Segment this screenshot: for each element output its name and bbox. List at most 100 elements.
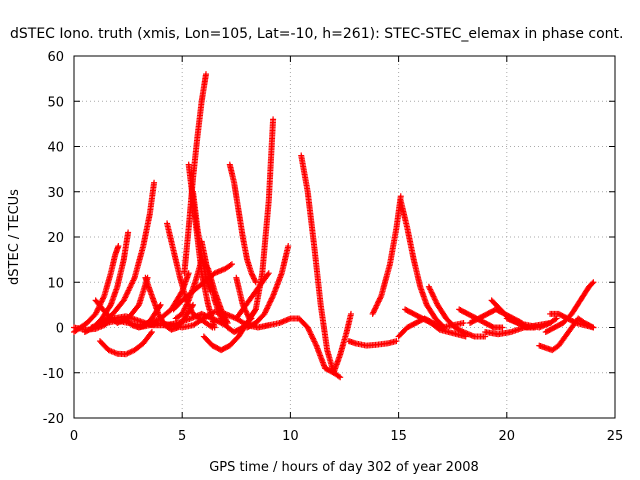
data-point: [270, 116, 277, 123]
data-point: [251, 307, 258, 314]
data-point: [264, 305, 271, 312]
data-point: [429, 292, 436, 299]
series-10: [164, 220, 216, 331]
data-point: [264, 303, 271, 310]
series-18: [226, 161, 259, 286]
series-22: [254, 310, 354, 376]
data-point: [374, 299, 381, 306]
data-point: [309, 334, 316, 341]
data-point: [426, 285, 433, 292]
data-point: [553, 315, 560, 322]
data-point: [262, 308, 269, 315]
data-point: [188, 306, 195, 313]
series-37: [547, 310, 597, 331]
data-point: [285, 243, 292, 250]
data-point: [261, 310, 268, 317]
grid-lines: [74, 56, 615, 418]
data-point: [306, 327, 313, 334]
data-point: [227, 262, 234, 269]
series-2: [88, 179, 158, 331]
data-point: [93, 309, 100, 316]
data-point: [268, 295, 275, 302]
data-point: [268, 297, 275, 304]
data-point: [100, 294, 107, 301]
data-point: [370, 309, 377, 316]
data-point: [372, 303, 379, 310]
y-tick-label: 60: [47, 50, 64, 65]
series-25: [369, 193, 404, 317]
data-point: [115, 243, 122, 250]
series-24: [345, 338, 400, 349]
y-tick-label: -20: [43, 412, 64, 427]
data-point: [306, 328, 313, 335]
data-point: [335, 373, 342, 380]
series-29: [425, 283, 489, 340]
data-point: [425, 283, 432, 290]
data-point: [432, 297, 439, 304]
x-axis-ticks: 0 5 10 15 20 25: [70, 56, 623, 444]
data-point: [265, 302, 272, 309]
data-point: [427, 286, 434, 293]
series-23: [298, 152, 344, 381]
data-point: [94, 306, 101, 313]
x-tick-label: 5: [178, 429, 186, 444]
data-point: [266, 299, 273, 306]
series-21: [244, 243, 292, 331]
y-tick-label: 40: [47, 141, 64, 156]
series-17: [170, 261, 235, 313]
data-point: [571, 319, 578, 326]
data-point: [431, 296, 438, 303]
data-point: [266, 301, 273, 308]
data-point: [267, 298, 274, 305]
data-point: [371, 306, 378, 313]
data-point: [243, 310, 250, 317]
series-26: [397, 197, 448, 331]
data-point: [433, 299, 440, 306]
data-point: [98, 298, 105, 305]
y-tick-label: -10: [43, 367, 64, 382]
data-point: [307, 330, 314, 337]
data-point: [499, 324, 506, 331]
data-point: [182, 304, 189, 311]
data-point: [311, 338, 318, 345]
data-point: [99, 295, 106, 302]
data-point: [376, 295, 383, 302]
data-point: [377, 294, 384, 301]
data-point: [148, 329, 155, 336]
data-point: [179, 310, 186, 317]
data-point: [428, 289, 435, 296]
data-point: [157, 301, 164, 308]
data-point: [435, 325, 442, 332]
data-point: [312, 341, 319, 348]
data-point: [590, 324, 597, 331]
data-point: [181, 305, 188, 312]
data-point: [369, 310, 376, 317]
data-point: [431, 294, 438, 301]
data-point: [180, 308, 187, 315]
data-points: [71, 71, 597, 381]
data-point: [263, 306, 270, 313]
data-point: [374, 301, 381, 308]
data-point: [552, 316, 559, 323]
data-point: [264, 271, 271, 278]
series-34: [503, 315, 560, 331]
data-point: [228, 261, 235, 268]
data-point: [183, 302, 190, 309]
data-point: [181, 306, 188, 313]
y-axis-label: dSTEC / TECUs: [7, 189, 22, 285]
data-point: [147, 330, 154, 337]
data-point: [312, 339, 319, 346]
data-point: [183, 301, 190, 308]
data-point: [372, 305, 379, 312]
y-tick-label: 10: [47, 276, 64, 291]
data-point: [184, 300, 191, 307]
x-tick-label: 20: [499, 429, 516, 444]
data-point: [107, 303, 114, 310]
x-tick-label: 0: [70, 429, 78, 444]
data-point: [243, 308, 250, 315]
data-point: [590, 279, 597, 286]
data-point: [211, 324, 218, 331]
data-point: [93, 308, 100, 315]
data-point: [188, 308, 195, 315]
